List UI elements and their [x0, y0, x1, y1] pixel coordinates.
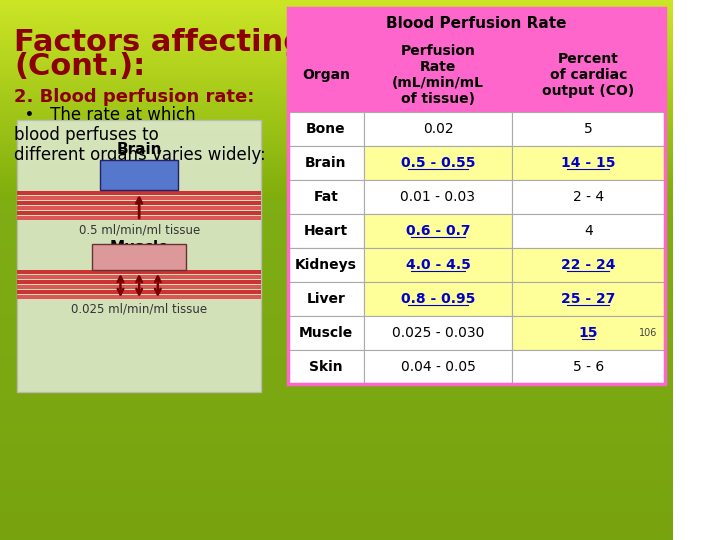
Text: Fat: Fat — [313, 190, 338, 204]
Text: 0.025 - 0.030: 0.025 - 0.030 — [392, 326, 484, 340]
Bar — [17, 206, 261, 210]
Text: 15: 15 — [579, 326, 598, 340]
Text: Perfusion
Rate
(mL/min/mL
of tissue): Perfusion Rate (mL/min/mL of tissue) — [392, 44, 484, 106]
Bar — [287, 282, 364, 316]
Bar — [512, 248, 665, 282]
Bar — [364, 248, 512, 282]
Bar — [364, 112, 512, 146]
Text: 4: 4 — [584, 224, 593, 238]
Bar — [287, 350, 364, 384]
Text: 0.6 - 0.7: 0.6 - 0.7 — [406, 224, 470, 238]
Text: Blood Perfusion Rate: Blood Perfusion Rate — [386, 16, 567, 30]
Bar — [92, 244, 186, 270]
Text: Muscle: Muscle — [109, 240, 169, 255]
Text: 25 - 27: 25 - 27 — [561, 292, 616, 306]
Bar — [17, 191, 261, 195]
Bar — [364, 316, 512, 350]
Text: Bone: Bone — [306, 122, 346, 136]
Text: Liver: Liver — [307, 292, 346, 306]
Bar — [17, 196, 261, 200]
Text: Organ: Organ — [302, 68, 350, 82]
Bar — [364, 282, 512, 316]
Text: 4.0 - 4.5: 4.0 - 4.5 — [405, 258, 470, 272]
Text: •   The rate at which: • The rate at which — [14, 106, 196, 124]
Bar — [287, 146, 364, 180]
Text: blood perfuses to: blood perfuses to — [14, 126, 158, 144]
Text: 0.8 - 0.95: 0.8 - 0.95 — [401, 292, 475, 306]
Bar — [17, 280, 261, 284]
Bar — [17, 216, 261, 220]
Text: Skin: Skin — [309, 360, 343, 374]
Bar — [364, 350, 512, 384]
Bar — [287, 214, 364, 248]
Bar — [364, 214, 512, 248]
Text: Heart: Heart — [304, 224, 348, 238]
Bar — [512, 38, 665, 112]
Text: 5 - 6: 5 - 6 — [572, 360, 604, 374]
Text: 0.5 ml/min/ml tissue: 0.5 ml/min/ml tissue — [78, 224, 199, 237]
Text: different organs varies widely:: different organs varies widely: — [14, 146, 266, 164]
Bar — [17, 201, 261, 205]
Bar — [17, 285, 261, 289]
Text: Factors affecting drug distribution: Factors affecting drug distribution — [14, 28, 608, 57]
Bar — [287, 8, 665, 38]
Text: 106: 106 — [639, 328, 657, 338]
Bar — [17, 270, 261, 274]
Bar — [287, 316, 364, 350]
Bar — [17, 275, 261, 279]
Bar — [512, 350, 665, 384]
Bar — [100, 160, 179, 190]
Bar — [17, 290, 261, 294]
Text: 0.01 - 0.03: 0.01 - 0.03 — [400, 190, 475, 204]
Bar — [17, 211, 261, 215]
Text: 0.5 - 0.55: 0.5 - 0.55 — [401, 156, 475, 170]
Bar — [287, 180, 364, 214]
Bar — [364, 146, 512, 180]
Text: Brain: Brain — [305, 156, 346, 170]
Bar — [287, 248, 364, 282]
Bar — [287, 38, 364, 112]
Text: 2. Blood perfusion rate:: 2. Blood perfusion rate: — [14, 88, 254, 106]
Text: 0.02: 0.02 — [423, 122, 454, 136]
Text: 0.025 ml/min/ml tissue: 0.025 ml/min/ml tissue — [71, 302, 207, 315]
Bar — [512, 214, 665, 248]
Text: Brain: Brain — [117, 143, 162, 158]
Text: Percent
of cardiac
output (CO): Percent of cardiac output (CO) — [542, 52, 634, 98]
Bar — [287, 112, 364, 146]
Bar — [512, 112, 665, 146]
Bar — [512, 316, 665, 350]
Bar — [17, 295, 261, 299]
Text: 2 - 4: 2 - 4 — [573, 190, 604, 204]
Bar — [512, 282, 665, 316]
Text: Muscle: Muscle — [299, 326, 353, 340]
Bar — [512, 146, 665, 180]
Bar — [287, 8, 665, 384]
Text: (Cont.):: (Cont.): — [14, 52, 145, 81]
Text: 14 - 15: 14 - 15 — [561, 156, 616, 170]
Text: 0.04 - 0.05: 0.04 - 0.05 — [400, 360, 475, 374]
Text: 5: 5 — [584, 122, 593, 136]
Bar — [17, 120, 261, 392]
Bar — [512, 180, 665, 214]
Bar — [364, 180, 512, 214]
Bar — [364, 38, 512, 112]
Text: Kidneys: Kidneys — [295, 258, 357, 272]
Text: 22 - 24: 22 - 24 — [561, 258, 616, 272]
